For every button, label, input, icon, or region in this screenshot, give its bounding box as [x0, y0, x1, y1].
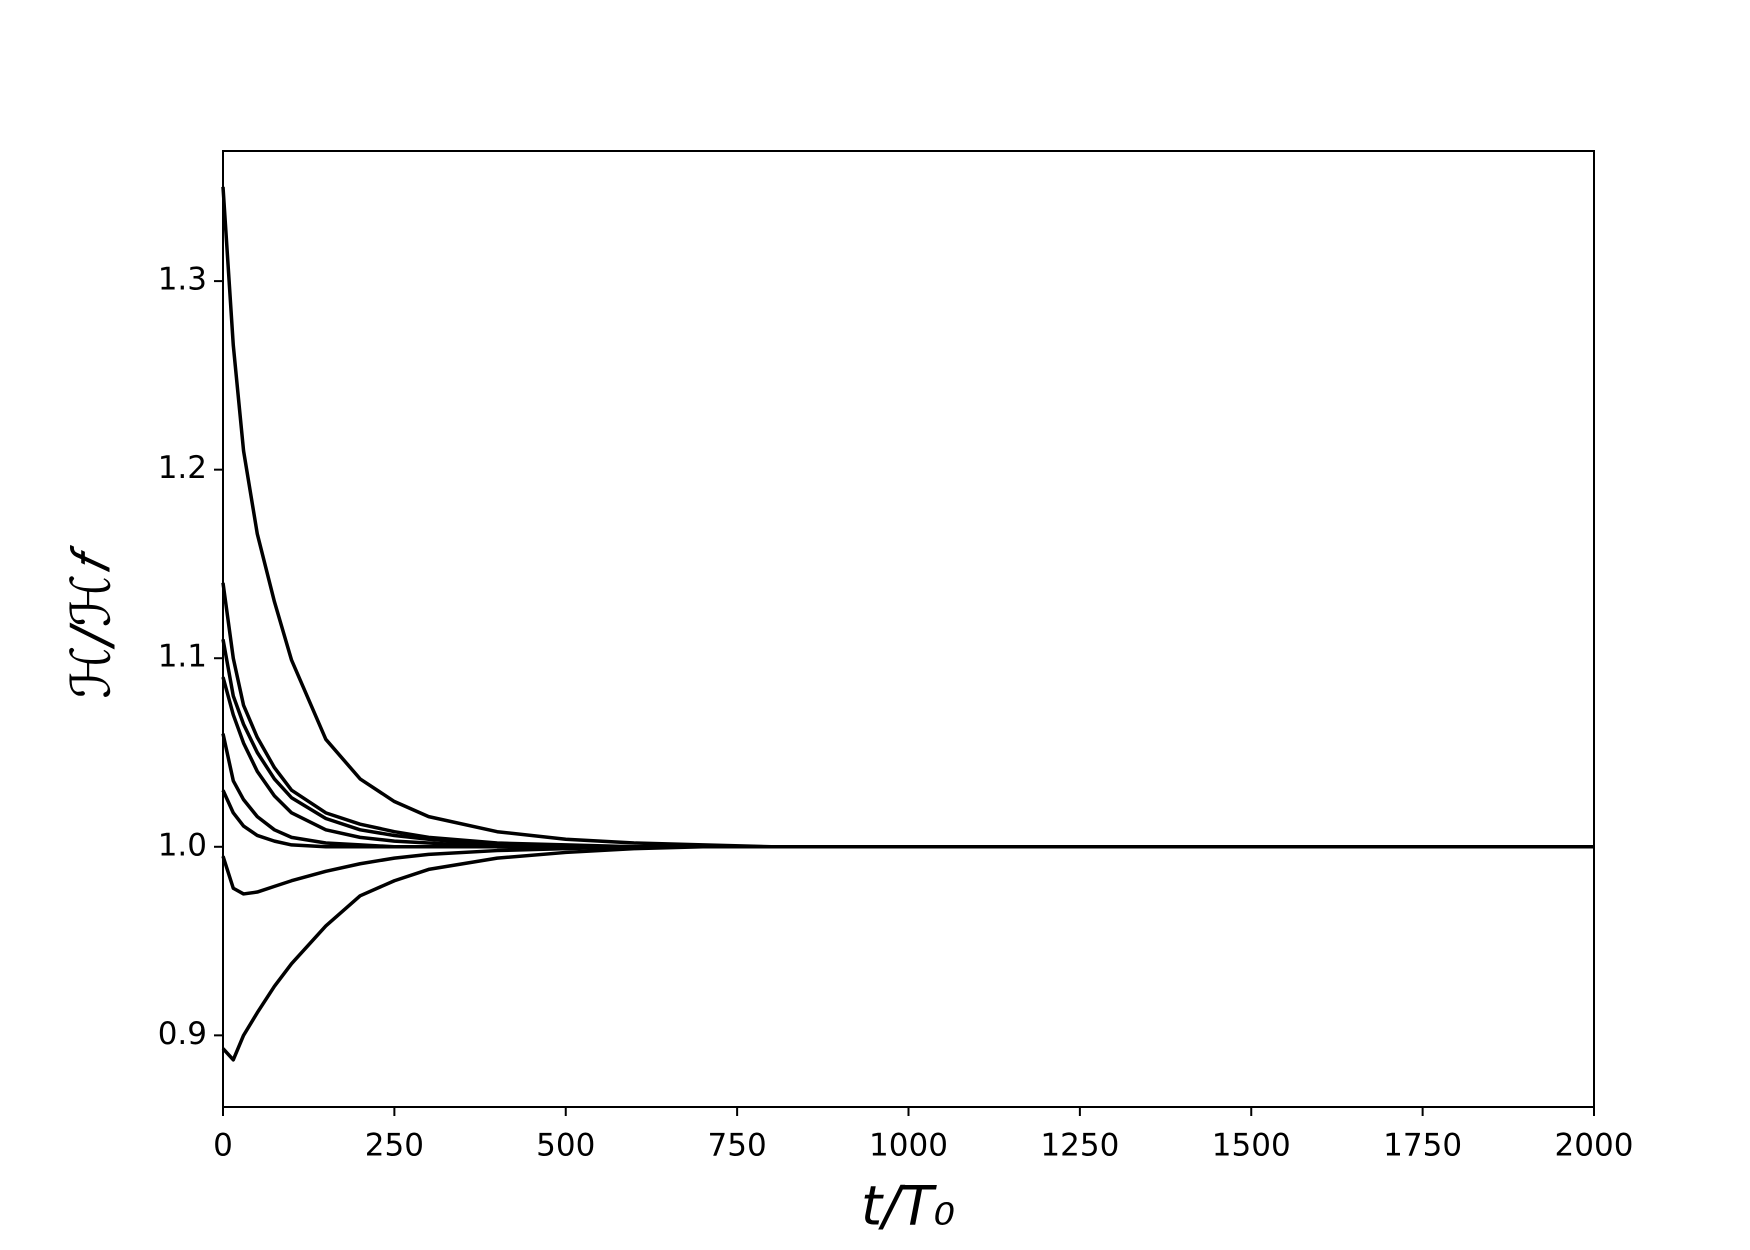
y-tick-label: 1.3 — [158, 262, 207, 298]
line-series — [221, 733, 1594, 849]
line-series — [221, 582, 1594, 849]
plot-frame — [222, 150, 1595, 1108]
line-series — [221, 186, 1594, 849]
x-tick-label: 0 — [213, 1128, 233, 1164]
x-tick-label: 250 — [365, 1128, 424, 1164]
x-tick-label: 1000 — [869, 1128, 948, 1164]
x-tick-label: 500 — [536, 1128, 595, 1164]
x-tick-label: 1500 — [1212, 1128, 1291, 1164]
x-tick-label: 1750 — [1383, 1128, 1462, 1164]
y-axis-label: ℋ/ℋ𝑓 — [60, 545, 123, 699]
y-tick-label: 1.2 — [158, 450, 207, 486]
y-tick-label: 0.9 — [158, 1016, 207, 1052]
y-tick-label: 1.1 — [158, 639, 207, 675]
line-series — [221, 676, 1594, 849]
x-tick-label: 2000 — [1555, 1128, 1634, 1164]
x-tick-label: 1250 — [1040, 1128, 1119, 1164]
y-tick-label: 1.0 — [158, 827, 207, 863]
x-axis-label: t/T₀ — [861, 1175, 955, 1238]
line-series — [221, 845, 1594, 1062]
x-tick-label: 750 — [708, 1128, 767, 1164]
